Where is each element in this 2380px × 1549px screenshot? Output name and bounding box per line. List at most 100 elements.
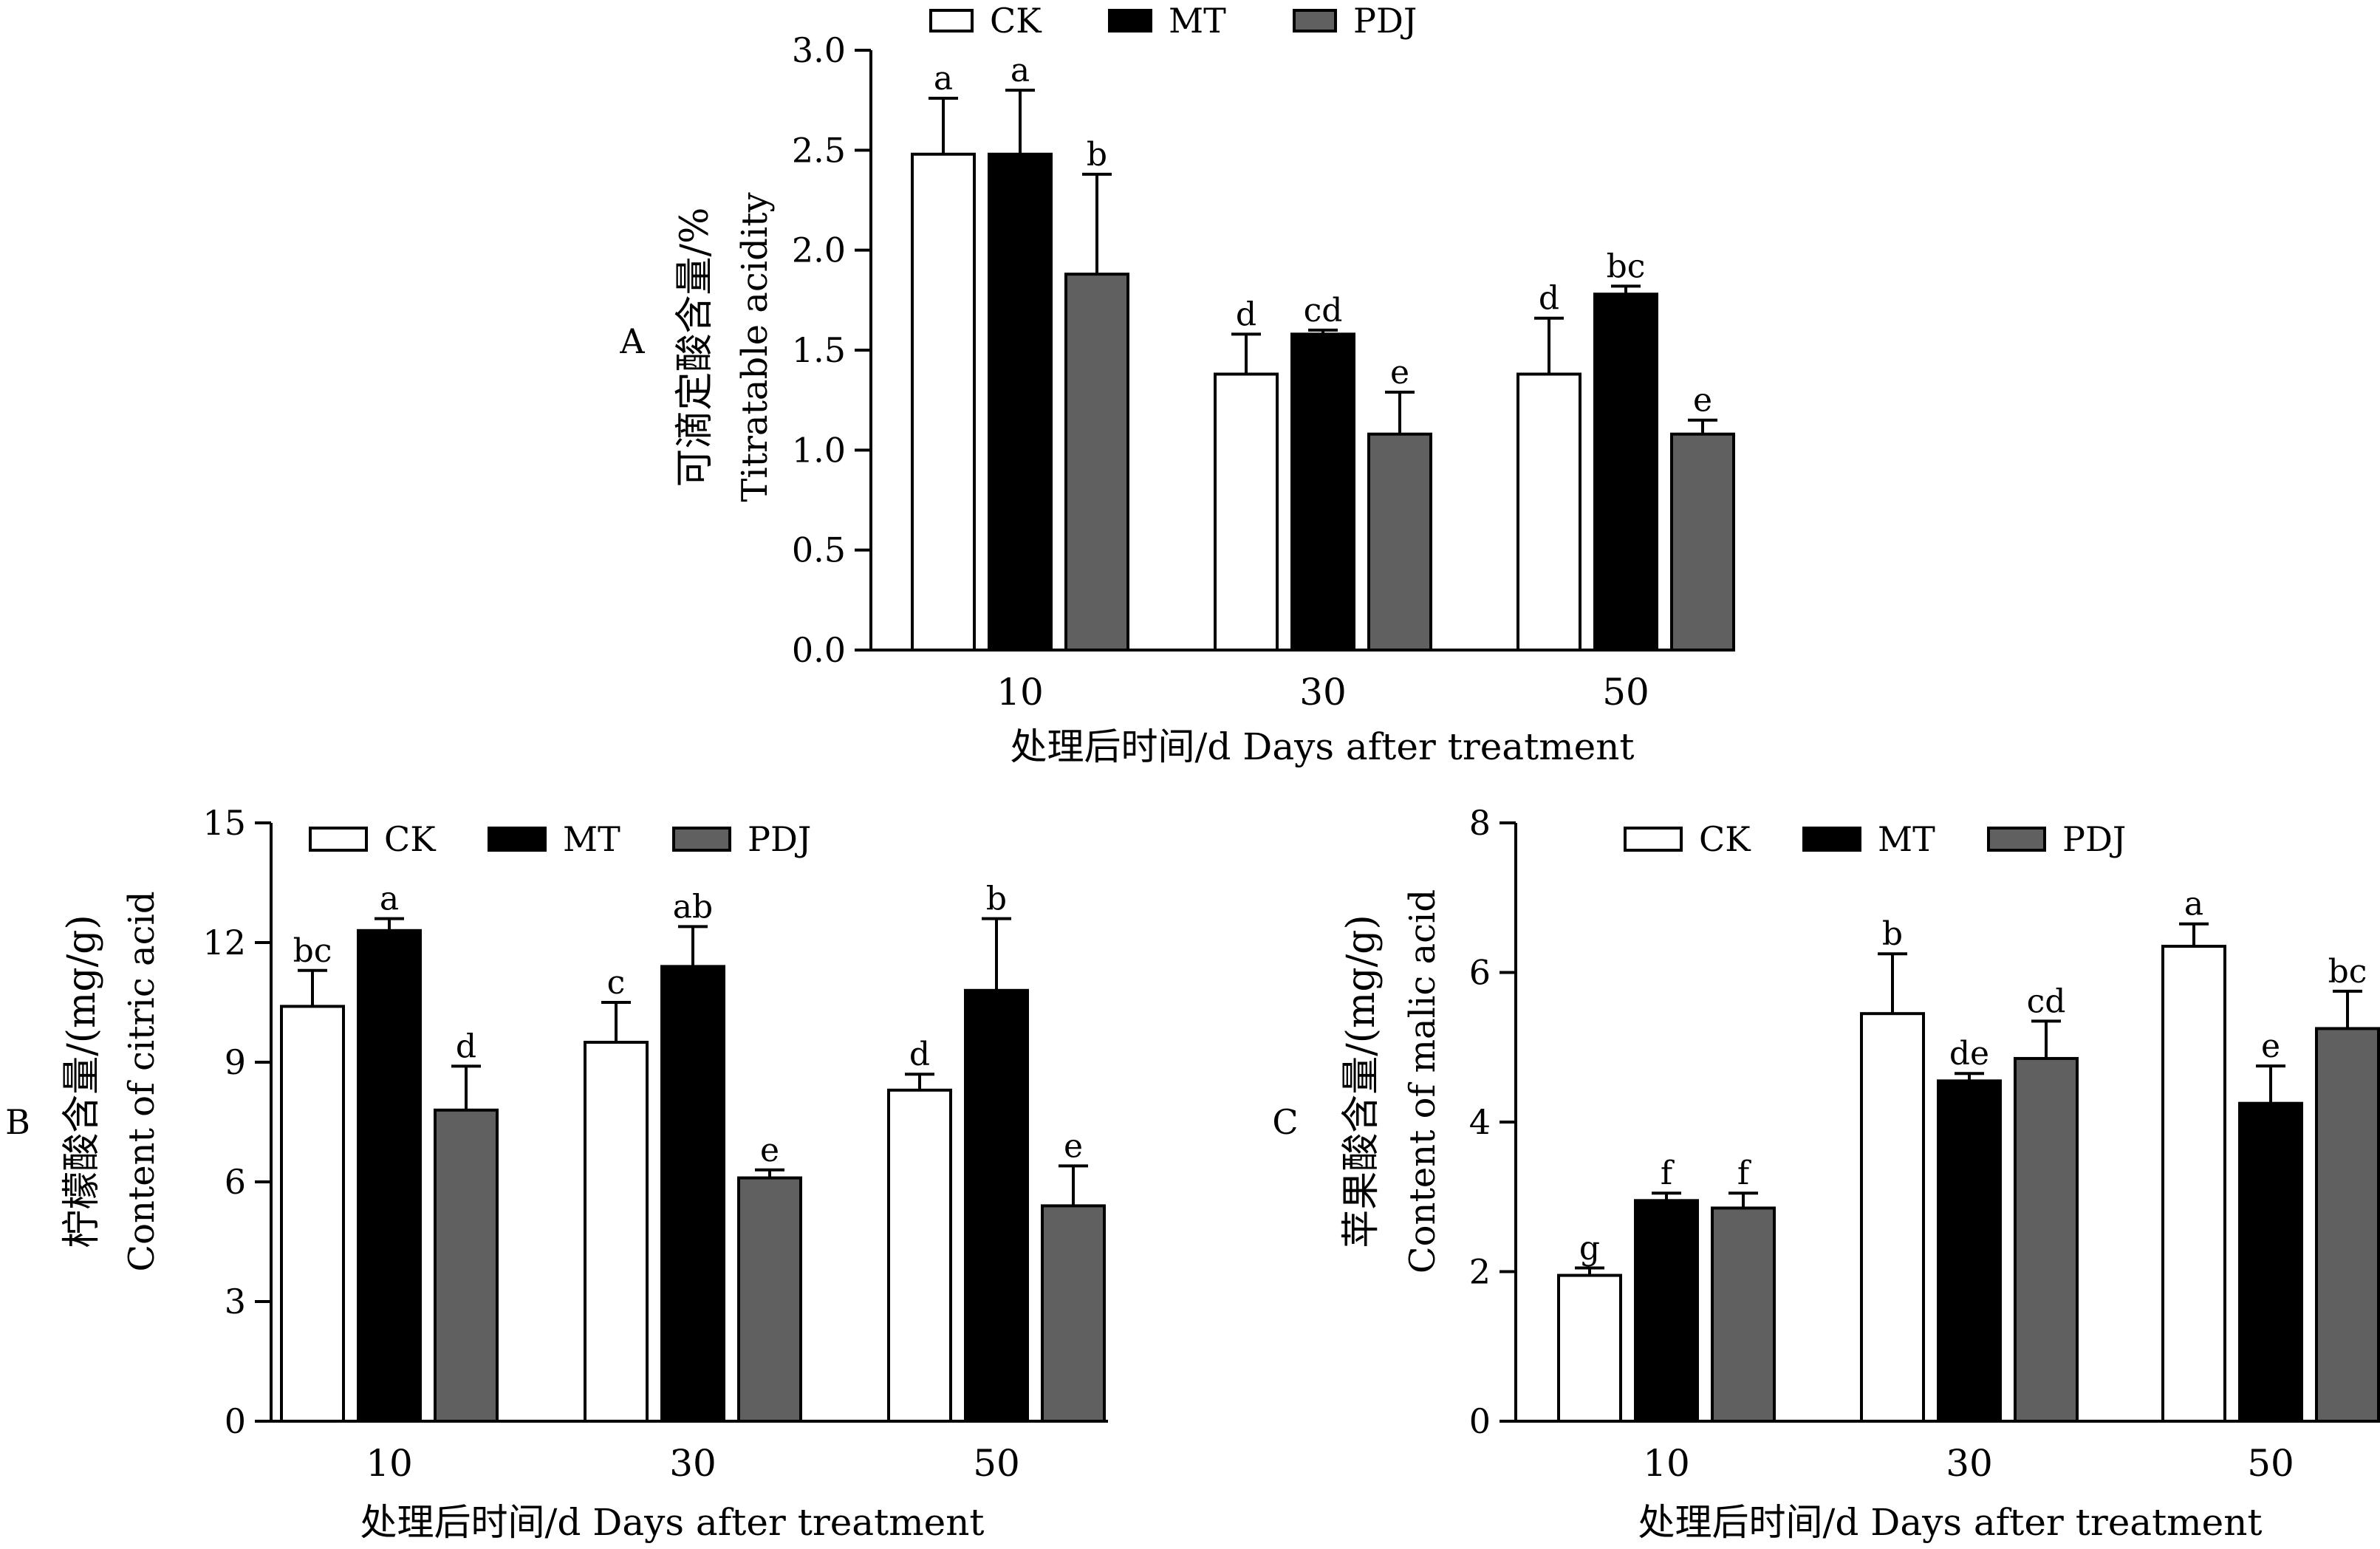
bar-pdj [434, 1108, 499, 1423]
bar-mt [357, 929, 422, 1423]
x-tick-label: 50 [973, 1442, 1020, 1485]
bar-pdj [1711, 1206, 1776, 1423]
significance-letter: bc [2328, 953, 2367, 991]
legend-label: MT [563, 819, 620, 859]
bar-pdj [1367, 432, 1432, 652]
legend-swatch-ck [1624, 827, 1683, 852]
x-tick-label: 30 [1946, 1442, 1993, 1485]
x-tick-label: 10 [996, 671, 1044, 714]
bar-ck [1214, 372, 1279, 652]
bar-mt [964, 988, 1029, 1423]
legend-swatch-mt [1802, 827, 1861, 852]
panel-label-a: A [619, 321, 645, 361]
bar-mt [1634, 1199, 1699, 1423]
significance-letter: f [1661, 1155, 1675, 1192]
legend-label: PDJ [748, 819, 811, 859]
significance-letter: b [1882, 915, 1903, 953]
bar-pdj [2315, 1027, 2380, 1423]
y-tick-label: 0 [225, 1401, 246, 1441]
bar-mt [1937, 1079, 2002, 1423]
x-axis-title: 处理后时间/d Days after treatment [1010, 725, 1634, 768]
significance-letter: bc [1607, 247, 1646, 285]
x-axis-title: 处理后时间/d Days after treatment [360, 1501, 984, 1544]
significance-letter: a [380, 880, 399, 918]
legend-swatch-pdj [672, 827, 731, 852]
legend-label: CK [384, 819, 437, 859]
y-tick-label: 3.0 [792, 30, 846, 70]
bar-pdj [1064, 273, 1129, 652]
bar-mt [660, 965, 725, 1423]
plot-area-a: 0.0 0.5 1.0 1.5 2.0 2.5 3.0 a a b 10 d cd e 30 d bc e 50 [792, 30, 1735, 714]
significance-letter: de [1949, 1035, 1989, 1073]
x-tick-label: 30 [669, 1442, 717, 1485]
significance-letter: c [607, 964, 626, 1002]
bar-ck [584, 1041, 649, 1423]
x-tick-label: 50 [1602, 671, 1649, 714]
legend-label: CK [1699, 819, 1751, 859]
y-tick-label: 0.5 [792, 530, 846, 570]
bar-pdj [2014, 1056, 2079, 1423]
panel-a: A 可滴定酸含量/% Titratable acidity 处理后时间/d Da… [619, 1, 1735, 768]
x-tick-label: 10 [1643, 1442, 1690, 1485]
panel-label-b: B [5, 1102, 30, 1142]
x-tick-label: 30 [1299, 671, 1347, 714]
y-tick-label: 0 [1469, 1401, 1491, 1441]
significance-letter: d [1236, 295, 1256, 333]
legend-swatch-mt [488, 827, 547, 852]
x-axis-title: 处理后时间/d Days after treatment [1638, 1501, 2262, 1544]
bar-mt [988, 152, 1053, 652]
bar-ck [1516, 372, 1581, 652]
y-tick-label: 4 [1469, 1102, 1491, 1142]
legend-swatch-pdj [1987, 827, 2046, 852]
bar-ck [2161, 945, 2226, 1423]
bar-mt [2238, 1101, 2303, 1423]
bar-pdj [1670, 432, 1735, 652]
y-tick-label: 0.0 [792, 630, 846, 670]
significance-letter: f [1737, 1155, 1751, 1192]
plot-area-b: 0 3 6 9 12 15 bc a d 10 c ab e 30 d b e 50 [202, 803, 1108, 1485]
legend-b: CK MT PDJ [309, 819, 811, 859]
y-tick-label: 3 [225, 1282, 246, 1321]
y-tick-label: 2.5 [792, 130, 846, 170]
legend-swatch-ck [929, 9, 974, 33]
legend-label: CK [990, 1, 1042, 41]
y-tick-label: 2.0 [792, 230, 846, 270]
y-axis-title-cn: 柠檬酸含量/(mg/g) [60, 914, 104, 1248]
bar-ck [280, 1005, 345, 1423]
significance-letter: e [1693, 382, 1712, 420]
bar-pdj [1041, 1204, 1106, 1423]
significance-letter: b [986, 880, 1007, 918]
y-axis-title-en: Content of citric acid [121, 891, 163, 1271]
significance-letter: ab [673, 888, 713, 926]
significance-letter: bc [293, 932, 332, 970]
legend-label: PDJ [2062, 819, 2126, 859]
bar-ck [911, 152, 976, 652]
y-axis-title-cn: 苹果酸含量/(mg/g) [1339, 914, 1384, 1248]
significance-letter: a [2184, 886, 2203, 923]
significance-letter: cd [1304, 292, 1343, 329]
significance-letter: e [1064, 1127, 1083, 1165]
panel-b: B 柠檬酸含量/(mg/g) Content of citric acid 处理… [5, 803, 1108, 1544]
x-tick-label: 10 [366, 1442, 413, 1485]
significance-letter: e [760, 1132, 779, 1169]
panel-c: C 苹果酸含量/(mg/g) Content of malic acid 处理后… [1272, 803, 2380, 1544]
significance-letter: cd [2027, 982, 2066, 1020]
significance-letter: d [1539, 280, 1559, 318]
panel-label-c: C [1272, 1102, 1298, 1142]
y-tick-label: 15 [202, 803, 246, 843]
legend-a: CK MT PDJ [929, 1, 1417, 41]
y-axis-title-en: Content of malic acid [1402, 889, 1443, 1273]
significance-letter: e [2261, 1027, 2280, 1065]
bar-ck [1557, 1273, 1622, 1423]
y-tick-label: 6 [225, 1162, 246, 1202]
significance-letter: g [1579, 1229, 1600, 1267]
y-axis-title-cn: 可滴定酸含量/% [673, 208, 717, 488]
legend-c: CK MT PDJ [1624, 819, 2126, 859]
x-tick-label: 50 [2247, 1442, 2294, 1485]
significance-letter: b [1087, 136, 1107, 174]
significance-letter: e [1390, 354, 1409, 391]
bar-ck [1860, 1012, 1925, 1423]
bar-ck [887, 1088, 952, 1423]
